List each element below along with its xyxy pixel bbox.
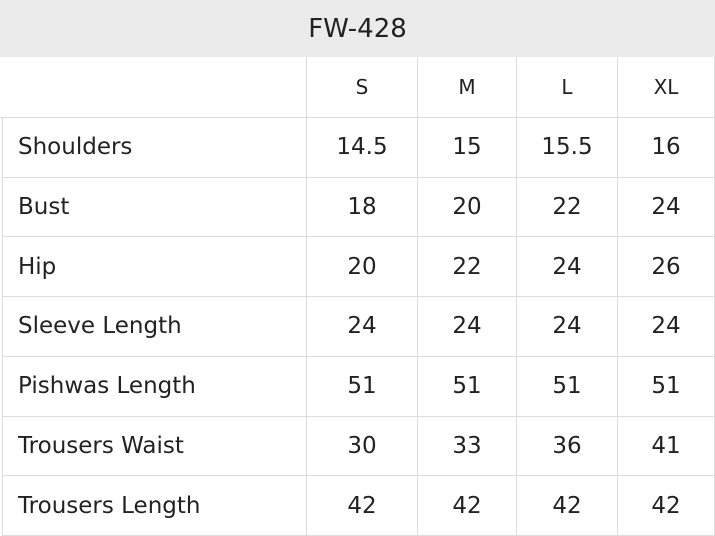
size-value: 24	[618, 297, 715, 357]
size-value: 22	[517, 177, 618, 238]
size-value: 24	[517, 297, 618, 357]
size-value: 24	[307, 297, 418, 357]
size-value: 41	[618, 416, 715, 477]
column-header: M	[418, 57, 517, 118]
size-value: 15	[418, 118, 517, 178]
size-value: 22	[418, 237, 517, 298]
size-value: 42	[307, 476, 418, 536]
size-value: 51	[418, 356, 517, 417]
size-value: 24	[517, 237, 618, 298]
size-value: 24	[418, 297, 517, 357]
column-header: XL	[618, 57, 715, 118]
row-label: Trousers Waist	[2, 416, 307, 477]
size-value: 24	[618, 177, 715, 238]
size-value: 51	[517, 356, 618, 417]
size-value: 36	[517, 416, 618, 477]
row-label: Pishwas Length	[2, 356, 307, 417]
row-label: Bust	[2, 177, 307, 238]
size-value: 42	[418, 476, 517, 536]
row-label: Hip	[2, 237, 307, 298]
row-label: Sleeve Length	[2, 297, 307, 357]
row-label: Shoulders	[2, 118, 307, 178]
size-value: 51	[307, 356, 418, 417]
size-value: 51	[618, 356, 715, 417]
size-value: 42	[517, 476, 618, 536]
size-value: 20	[418, 177, 517, 238]
size-value: 42	[618, 476, 715, 536]
size-value: 15.5	[517, 118, 618, 178]
size-value: 18	[307, 177, 418, 238]
column-header: L	[517, 57, 618, 118]
title: FW-428	[0, 0, 715, 57]
size-value: 14.5	[307, 118, 418, 178]
size-value: 20	[307, 237, 418, 298]
row-label: Trousers Length	[2, 476, 307, 536]
corner-cell	[0, 57, 307, 118]
size-value: 30	[307, 416, 418, 477]
size-value: 33	[418, 416, 517, 477]
size-value: 26	[618, 237, 715, 298]
column-header: S	[307, 57, 418, 118]
size-value: 16	[618, 118, 715, 178]
